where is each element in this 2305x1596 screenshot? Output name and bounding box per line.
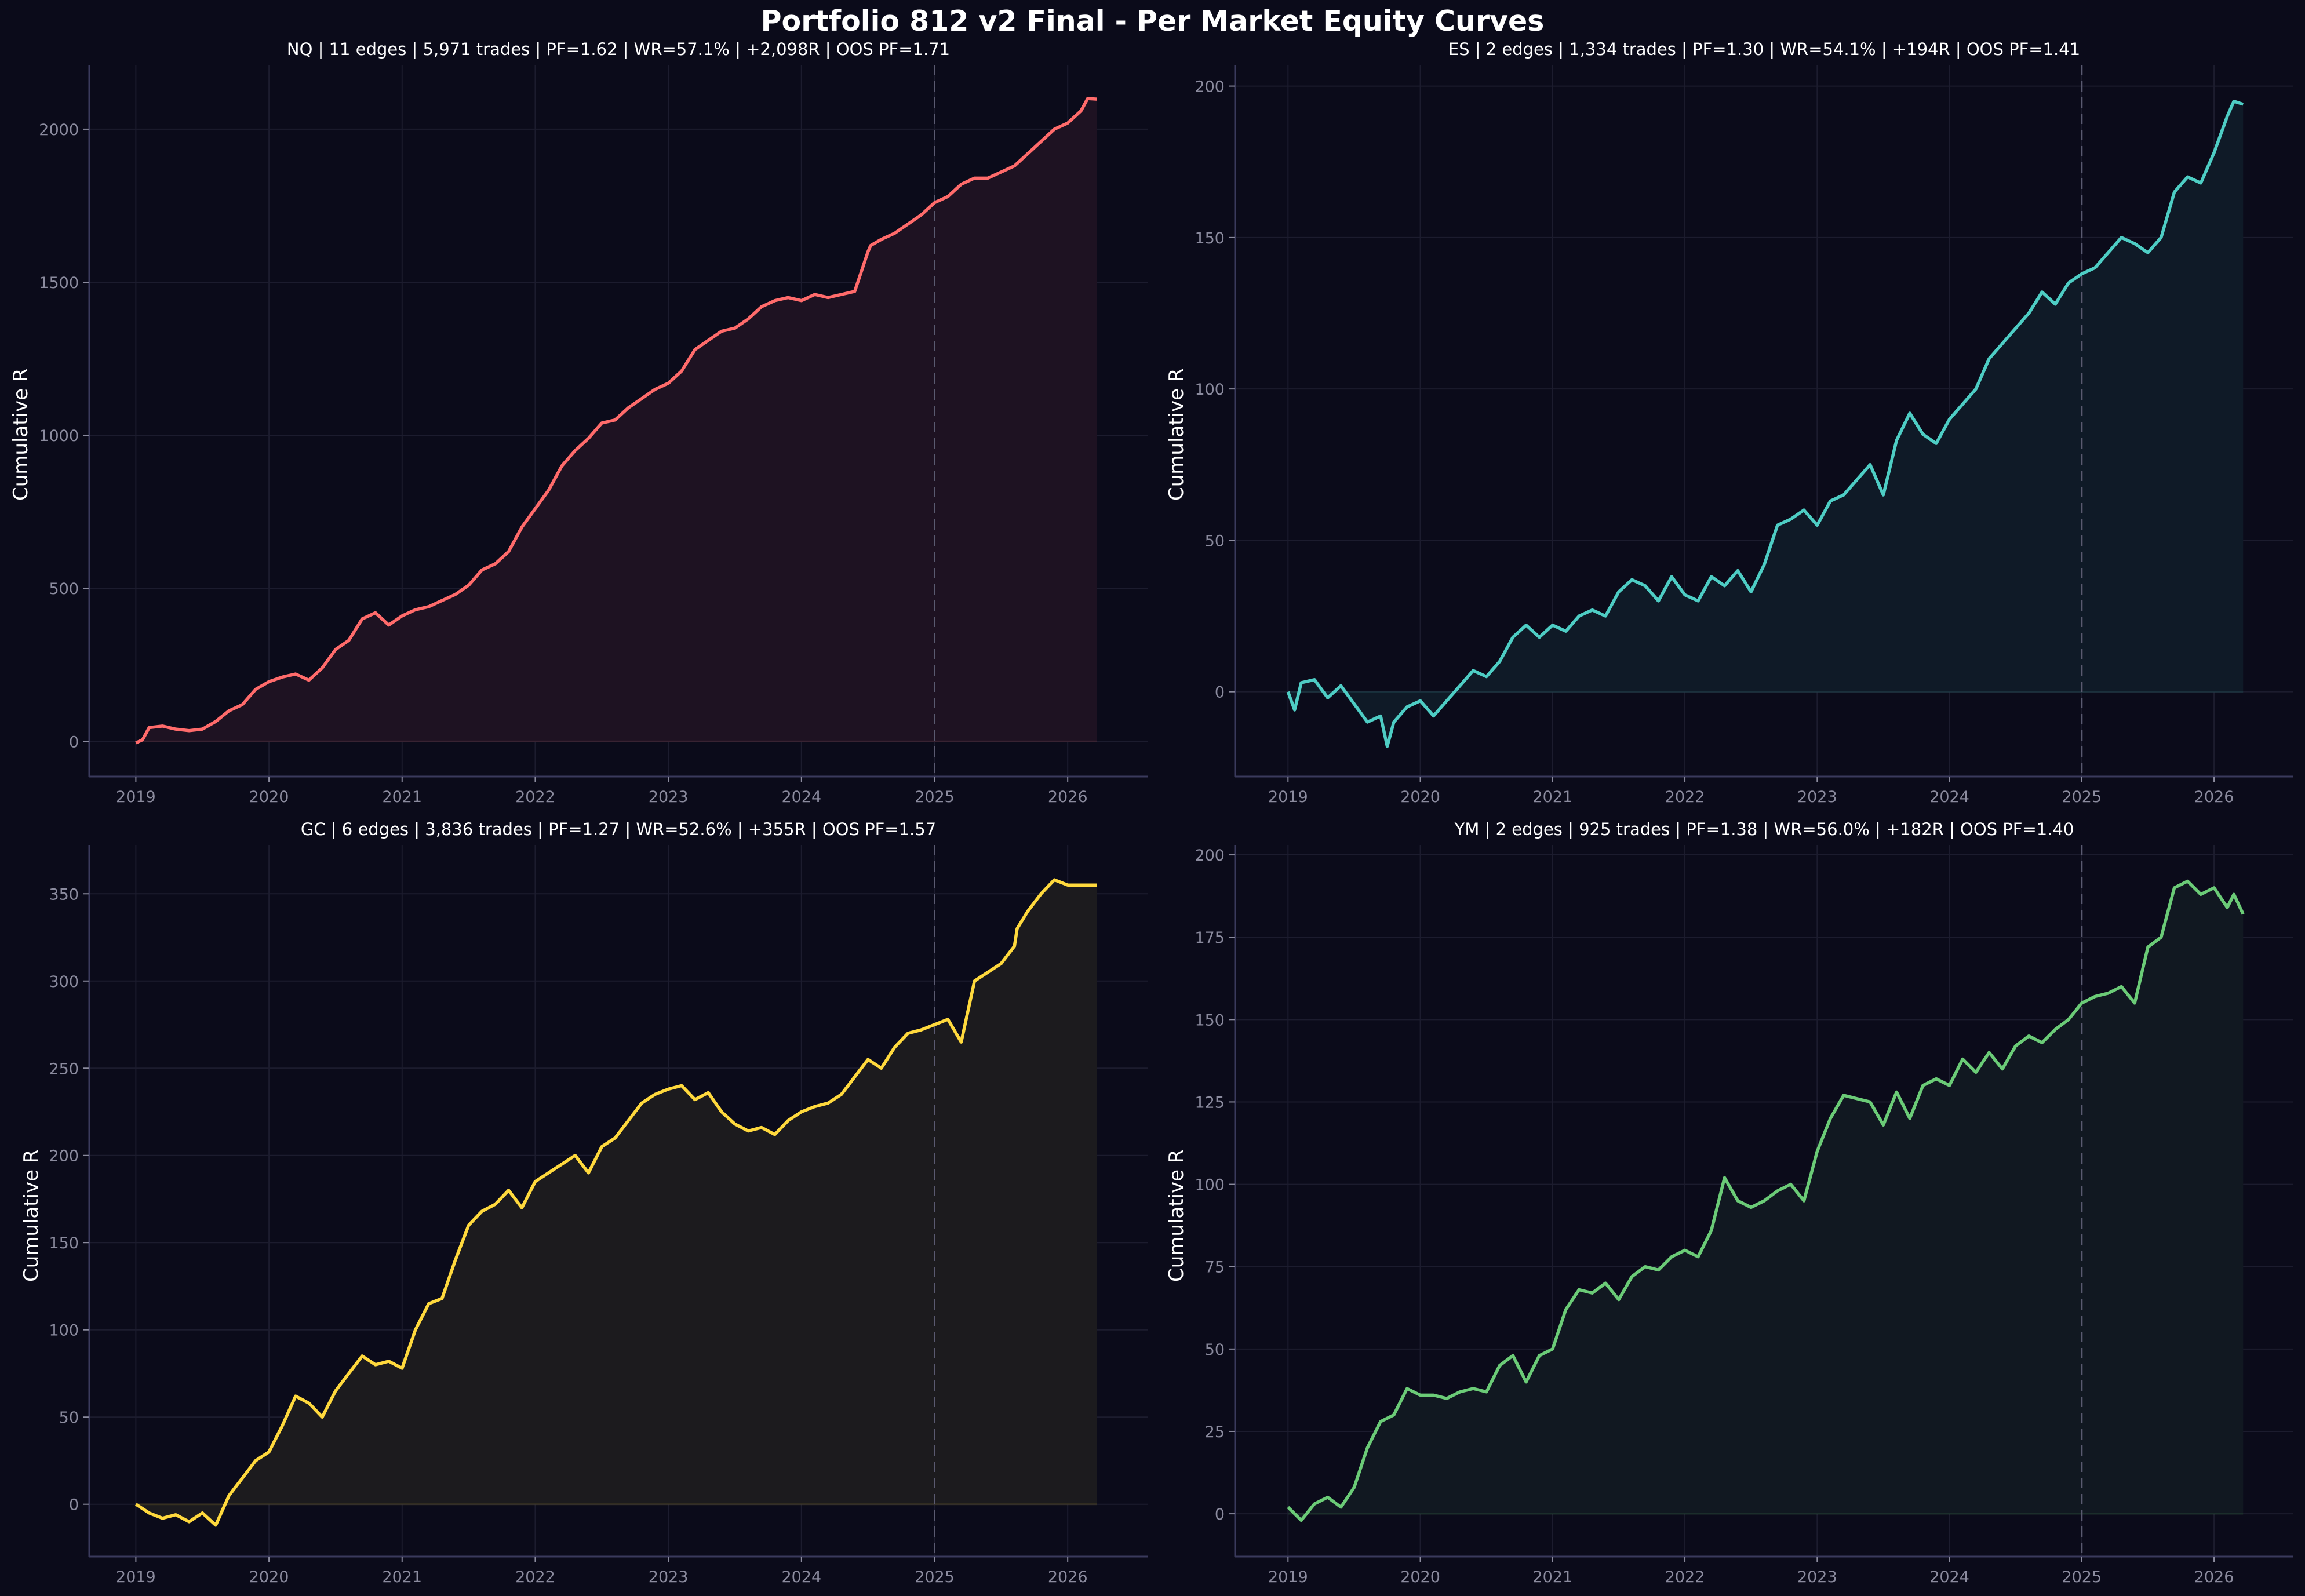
y-tick-label: 0 — [69, 1496, 79, 1514]
x-tick-label: 2021 — [1532, 1568, 1572, 1586]
x-tick-label: 2022 — [1665, 788, 1705, 806]
figure-title: Portfolio 812 v2 Final - Per Market Equi… — [760, 5, 1545, 38]
x-tick-label: 2026 — [1048, 788, 1088, 806]
y-tick-label: 2000 — [39, 121, 79, 139]
y-tick-label: 150 — [1195, 229, 1225, 247]
y-tick-label: 200 — [1195, 847, 1225, 865]
equity-curve-line — [135, 97, 1097, 745]
x-tick-label: 2026 — [2194, 788, 2234, 806]
axes-es: 0 50 100 150 200 2019 2020 2021 2022 2023 2024 2025… — [1195, 65, 2293, 806]
y-tick-label: 350 — [49, 886, 79, 903]
x-tick-label: 2023 — [649, 788, 689, 806]
y-tick-label: 250 — [49, 1060, 79, 1078]
x-tick-label: 2020 — [249, 1568, 289, 1586]
panel-title: ES | 2 edges | 1,334 trades | PF=1.30 | … — [1448, 39, 2081, 59]
panel-title: NQ | 11 edges | 5,971 trades | PF=1.62 |… — [286, 39, 951, 59]
x-tick-label: 2026 — [2194, 1568, 2234, 1586]
panel-title: YM | 2 edges | 925 trades | PF=1.38 | WR… — [1454, 819, 2074, 839]
x-tick-label: 2020 — [1400, 788, 1440, 806]
panel-title: GC | 6 edges | 3,836 trades | PF=1.27 | … — [300, 819, 937, 839]
y-tick-label: 150 — [1195, 1011, 1225, 1029]
x-tick-label: 2024 — [781, 1568, 821, 1586]
x-tick-label: 2022 — [515, 1568, 555, 1586]
axes-ym: 0 25 50 75 100 125 150 175 200 2019 2020 2021 2022 20… — [1195, 845, 2293, 1586]
y-tick-label: 500 — [49, 580, 79, 598]
y-tick-label: 150 — [49, 1234, 79, 1252]
x-tick-label: 2026 — [1048, 1568, 1088, 1586]
x-tick-label: 2025 — [2062, 1568, 2102, 1586]
x-tick-label: 2021 — [1532, 788, 1572, 806]
x-tick-label: 2019 — [116, 788, 156, 806]
x-tick-label: 2024 — [1929, 788, 1969, 806]
y-tick-label: 100 — [1195, 381, 1225, 399]
y-tick-label: 200 — [49, 1147, 79, 1165]
y-tick-label: 100 — [1195, 1176, 1225, 1194]
equity-curve-line — [134, 878, 1097, 1527]
y-tick-label: 300 — [49, 973, 79, 991]
x-tick-label: 2019 — [1268, 788, 1308, 806]
y-tick-label: 0 — [69, 733, 79, 751]
y-tick-label: 0 — [1215, 684, 1225, 702]
y-tick-label: 100 — [49, 1322, 79, 1340]
x-tick-label: 2020 — [1400, 1568, 1440, 1586]
x-tick-label: 2019 — [116, 1568, 156, 1586]
x-tick-label: 2023 — [1797, 788, 1837, 806]
x-tick-label: 2023 — [1797, 1568, 1837, 1586]
x-tick-label: 2025 — [915, 1568, 955, 1586]
y-tick-label: 0 — [1215, 1506, 1225, 1524]
y-tick-label: 50 — [1205, 1341, 1225, 1359]
y-tick-label: 1000 — [39, 427, 79, 445]
axes-gc: 0 50 100 150 200 250 300 350 2019 2020 2021 2022 202… — [49, 845, 1148, 1586]
x-tick-label: 2020 — [249, 788, 289, 806]
axes-nq: 0 500 1000 1500 2000 2019 2020 2021 2022 2023 2024… — [39, 65, 1148, 806]
x-tick-label: 2021 — [382, 1568, 422, 1586]
y-tick-label: 50 — [59, 1409, 79, 1427]
equity-area-fill — [136, 880, 1097, 1525]
y-tick-label: 50 — [1205, 532, 1225, 550]
y-tick-label: 175 — [1195, 929, 1225, 947]
equity-curve-line — [1286, 99, 2244, 748]
y-tick-label: 125 — [1195, 1094, 1225, 1112]
equity-area-fill — [1288, 101, 2244, 746]
x-tick-label: 2024 — [781, 788, 821, 806]
y-tick-label: 1500 — [39, 274, 79, 292]
x-tick-label: 2025 — [2062, 788, 2102, 806]
x-tick-label: 2022 — [515, 788, 555, 806]
x-tick-label: 2024 — [1929, 1568, 1969, 1586]
x-tick-label: 2023 — [649, 1568, 689, 1586]
x-tick-label: 2019 — [1268, 1568, 1308, 1586]
y-tick-label: 25 — [1205, 1423, 1225, 1441]
y-tick-label: 75 — [1205, 1259, 1225, 1277]
y-tick-label: 200 — [1195, 78, 1225, 96]
equity-curve-line — [1287, 879, 2245, 1522]
x-tick-label: 2025 — [915, 788, 955, 806]
x-tick-label: 2021 — [382, 788, 422, 806]
x-tick-label: 2022 — [1665, 1568, 1705, 1586]
